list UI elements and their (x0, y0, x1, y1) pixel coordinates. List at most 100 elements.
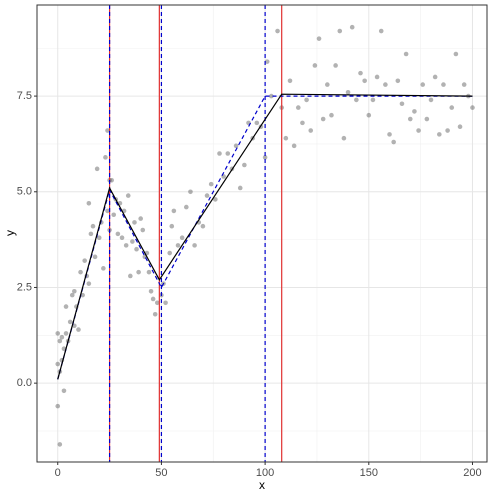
point (140, 227, 146, 233)
point (204, 193, 210, 198)
point (138, 216, 143, 221)
y-tick-label: 0.0 (17, 377, 32, 389)
point (57, 442, 63, 447)
x-tick-label: 100 (256, 467, 274, 479)
point (349, 24, 355, 30)
point (428, 97, 434, 103)
point (242, 162, 247, 168)
point (470, 105, 475, 110)
point (213, 197, 218, 202)
point (312, 63, 318, 68)
y-tick-label: 7.5 (17, 90, 32, 102)
point (109, 177, 114, 183)
panel-border (36, 4, 488, 463)
point (441, 82, 446, 87)
point (78, 269, 83, 275)
point (403, 51, 409, 57)
point (412, 109, 417, 114)
fit-line (57, 93, 473, 380)
point (125, 193, 131, 198)
point (94, 166, 100, 172)
point (152, 311, 158, 317)
point (63, 331, 69, 336)
point (175, 243, 181, 248)
point (69, 292, 75, 298)
point (457, 124, 463, 130)
point (295, 105, 301, 110)
point (119, 235, 125, 241)
point (374, 74, 380, 80)
point (341, 135, 347, 141)
point (445, 128, 450, 133)
point (424, 116, 430, 122)
point (329, 112, 334, 118)
point (304, 97, 309, 103)
point (103, 155, 108, 160)
point (264, 59, 270, 64)
point (179, 235, 185, 241)
point (55, 361, 61, 367)
point (148, 288, 154, 294)
point (192, 243, 197, 248)
point (86, 281, 92, 286)
point (300, 120, 305, 126)
point (287, 78, 293, 84)
point (275, 28, 280, 34)
point (316, 36, 322, 41)
point (92, 254, 98, 260)
point (370, 97, 376, 103)
point (105, 128, 110, 133)
point (291, 143, 297, 149)
point (59, 334, 65, 340)
x-tick-label: 0 (55, 467, 61, 479)
point (420, 82, 426, 87)
point (88, 231, 94, 237)
point (449, 105, 455, 110)
point (453, 51, 459, 57)
point (146, 269, 152, 275)
point (237, 185, 243, 191)
point (188, 189, 193, 195)
point (269, 93, 274, 99)
point (132, 220, 137, 225)
point (184, 204, 189, 210)
point (461, 82, 467, 87)
panel (37, 5, 487, 462)
point (333, 63, 338, 68)
point (325, 82, 330, 87)
point (345, 89, 351, 95)
point (399, 101, 405, 107)
point (358, 70, 363, 76)
point (55, 403, 61, 409)
point (225, 151, 231, 156)
point (130, 239, 135, 244)
point (63, 304, 69, 309)
point (387, 132, 392, 137)
x-axis-label: x (259, 478, 265, 492)
point (200, 223, 206, 229)
y-tick-label: 2.5 (17, 281, 32, 293)
point (111, 212, 117, 218)
point (76, 327, 81, 332)
point (416, 128, 421, 133)
point (437, 132, 442, 137)
x-tick-label: 50 (155, 467, 167, 479)
y-axis-label: y (3, 230, 17, 236)
point (86, 200, 92, 206)
point (154, 300, 160, 306)
point (283, 135, 289, 141)
point (167, 250, 173, 256)
point (96, 235, 102, 241)
point (391, 139, 396, 145)
point (115, 231, 121, 237)
point (233, 143, 239, 149)
point (354, 97, 359, 103)
point (163, 300, 168, 306)
point (432, 74, 438, 80)
point (134, 246, 139, 252)
point (128, 273, 133, 279)
point (337, 28, 343, 34)
point (67, 319, 73, 325)
point (61, 388, 67, 394)
